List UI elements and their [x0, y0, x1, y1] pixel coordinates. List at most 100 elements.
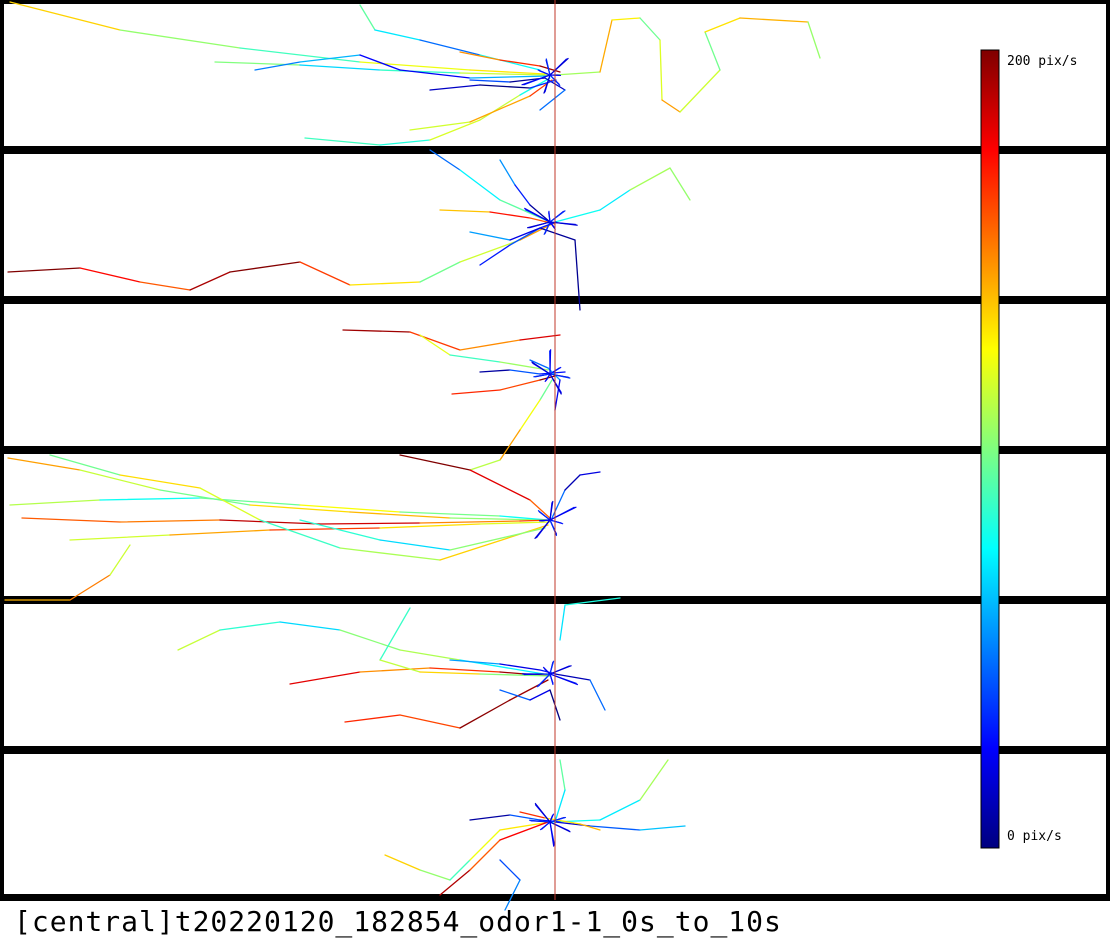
track-segment	[299, 261, 351, 286]
track-segment	[499, 821, 549, 841]
cluster-segment	[548, 210, 551, 223]
track-segment	[499, 859, 521, 881]
track-segment	[611, 17, 641, 21]
arena-5-tracks	[177, 597, 621, 729]
track-segment	[379, 69, 461, 74]
track-segment	[319, 522, 421, 525]
track-segment	[219, 621, 281, 631]
track-segment	[344, 714, 401, 723]
track-segment	[519, 334, 561, 341]
arena-1-track-10	[459, 51, 561, 73]
colorbar-min-label: 0 pix/s	[1007, 829, 1062, 844]
track-segment	[504, 879, 521, 911]
arena-5-track-5	[554, 673, 606, 711]
track-segment	[239, 47, 361, 63]
arena-1-track-1	[9, 1, 546, 75]
track-segment	[349, 281, 421, 286]
cluster-segment	[521, 74, 551, 86]
track-segment	[199, 487, 261, 521]
cluster-segment	[549, 813, 555, 823]
cluster-segment	[549, 660, 555, 675]
track-segment	[189, 271, 231, 291]
speed-colorbar: 200 pix/s 0 pix/s	[980, 49, 1077, 849]
track-segment	[459, 169, 501, 201]
cluster-segment	[533, 373, 551, 378]
arena-4-track-3	[21, 517, 551, 525]
track-segment	[554, 673, 591, 681]
track-segment	[639, 759, 669, 801]
track-segment	[679, 69, 721, 113]
track-segment	[551, 489, 566, 519]
cluster-segment	[534, 802, 551, 823]
cluster-segment	[529, 819, 551, 823]
arena-6-track-2	[439, 821, 549, 896]
track-segment	[529, 689, 551, 701]
cluster-segment	[537, 69, 551, 76]
track-segment	[529, 359, 549, 369]
track-segment	[399, 714, 461, 729]
cluster-segment	[539, 519, 551, 522]
cluster-segment	[544, 373, 551, 383]
track-segment	[359, 667, 431, 673]
track-segment	[79, 267, 141, 283]
arena-3-track-3	[451, 375, 556, 395]
track-segment	[249, 504, 351, 513]
cluster-segment	[549, 665, 572, 675]
arena-4-track-4	[69, 521, 551, 541]
arena-1-tracks	[9, 1, 821, 146]
arena-4-tracks	[4, 454, 601, 601]
track-segment	[661, 99, 681, 113]
track-segment	[459, 72, 549, 76]
track-segment	[299, 64, 381, 71]
track-segment	[509, 227, 541, 241]
arena-5-track-3	[344, 679, 549, 729]
track-segment	[639, 17, 661, 41]
track-segment	[379, 139, 431, 146]
track-segment	[139, 281, 191, 291]
cluster-segment	[549, 821, 571, 833]
track-segment	[499, 821, 551, 831]
track-segment	[554, 379, 561, 411]
track-segment	[479, 521, 551, 525]
arena-3-track-2	[419, 334, 549, 371]
track-segment	[177, 629, 221, 651]
track-segment	[69, 574, 111, 601]
arena-5-track-7	[499, 689, 561, 721]
track-segment	[419, 520, 521, 524]
track-segment	[554, 789, 566, 823]
track-segment	[639, 825, 686, 831]
track-segment	[479, 244, 511, 266]
track-segment	[429, 84, 481, 91]
track-segment	[539, 227, 576, 241]
track-segment	[299, 54, 361, 63]
track-segment	[299, 519, 381, 541]
track-segment	[379, 539, 451, 551]
arena-2-track-2	[349, 223, 553, 286]
track-segment	[529, 204, 551, 223]
track-segment	[409, 331, 461, 351]
track-segment	[169, 529, 271, 536]
arena-4-track-6	[4, 544, 131, 601]
track-segment	[254, 61, 301, 71]
track-segment	[439, 524, 549, 561]
track-segment	[599, 799, 641, 821]
track-segment	[419, 261, 461, 283]
cluster-segment	[543, 74, 551, 94]
cluster-segment	[549, 673, 554, 686]
track-segment	[399, 69, 471, 79]
track-segment	[499, 515, 549, 521]
track-segment	[259, 519, 341, 549]
track-segment	[509, 227, 541, 246]
track-segment	[469, 829, 501, 861]
arena-5-source-cluster	[521, 660, 579, 688]
track-segment	[539, 379, 553, 401]
track-segment	[379, 607, 411, 661]
track-segment	[219, 519, 321, 525]
cluster-segment	[549, 506, 577, 521]
track-segment	[479, 84, 531, 89]
track-segment	[419, 671, 481, 675]
track-segment	[554, 71, 601, 76]
track-segment	[574, 239, 581, 311]
track-segment	[469, 69, 546, 75]
